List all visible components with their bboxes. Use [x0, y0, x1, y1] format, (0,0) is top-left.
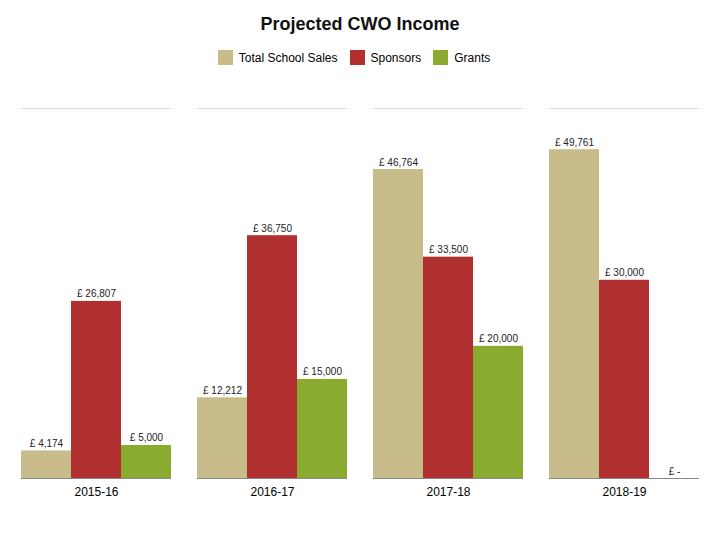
- svg-text:2016-17: 2016-17: [250, 485, 294, 499]
- svg-text:£ 4,174: £ 4,174: [30, 438, 64, 449]
- svg-text:£ 30,000: £ 30,000: [605, 267, 644, 278]
- svg-text:£ -: £ -: [669, 466, 681, 477]
- svg-text:£ 49,761: £ 49,761: [555, 137, 594, 148]
- svg-text:£ 46,764: £ 46,764: [379, 157, 418, 168]
- html-text:Projected CWO Income: Projected CWO Income: [260, 14, 460, 34]
- svg-text:£ 36,750: £ 36,750: [253, 223, 292, 234]
- svg-text:£ 20,000: £ 20,000: [479, 333, 518, 344]
- svg-text:£ 12,212: £ 12,212: [203, 385, 242, 396]
- svg-text:2017-18: 2017-18: [426, 485, 470, 499]
- html-text:Total School Sales: Total School Sales: [238, 50, 338, 65]
- svg-text:2015-16: 2015-16: [74, 485, 118, 499]
- svg-text:£ 33,500: £ 33,500: [429, 244, 468, 255]
- svg-text:£ 5,000: £ 5,000: [130, 432, 164, 443]
- svg-text:2018-19: 2018-19: [602, 485, 646, 499]
- html-text:Sponsors: Sponsors: [370, 50, 422, 65]
- svg-text:£ 15,000: £ 15,000: [303, 366, 342, 377]
- html-text:Grants: Grants: [454, 50, 491, 65]
- svg-text:£ 26,807: £ 26,807: [77, 288, 116, 299]
